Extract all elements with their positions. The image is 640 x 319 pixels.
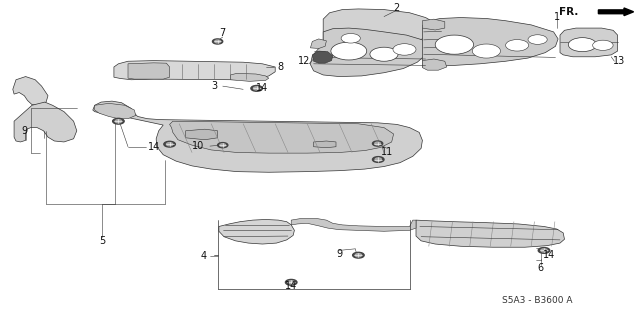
Text: FR.: FR.: [559, 7, 578, 17]
Circle shape: [212, 39, 223, 44]
Circle shape: [375, 142, 380, 145]
Circle shape: [568, 38, 596, 52]
Polygon shape: [219, 219, 294, 244]
Polygon shape: [114, 61, 275, 80]
Circle shape: [166, 143, 173, 146]
Circle shape: [353, 252, 364, 258]
Text: 9: 9: [336, 249, 342, 259]
Text: 9: 9: [21, 126, 28, 136]
Polygon shape: [14, 102, 77, 142]
Polygon shape: [323, 9, 435, 49]
Text: 13: 13: [613, 56, 626, 66]
Circle shape: [288, 281, 294, 284]
Circle shape: [355, 254, 362, 257]
Text: 5: 5: [99, 236, 106, 246]
Text: 10: 10: [192, 141, 205, 151]
Circle shape: [218, 143, 228, 148]
Polygon shape: [416, 220, 564, 247]
Circle shape: [370, 47, 398, 61]
Text: 14: 14: [543, 249, 556, 260]
Circle shape: [285, 279, 297, 285]
Polygon shape: [422, 59, 447, 70]
Polygon shape: [13, 77, 48, 105]
Polygon shape: [310, 28, 428, 77]
Circle shape: [538, 248, 550, 253]
Circle shape: [115, 120, 122, 123]
Circle shape: [528, 35, 547, 44]
Circle shape: [506, 40, 529, 51]
Text: 14: 14: [147, 142, 160, 152]
Polygon shape: [291, 219, 416, 231]
Circle shape: [393, 44, 416, 55]
Circle shape: [215, 40, 220, 43]
Polygon shape: [560, 28, 618, 57]
Polygon shape: [314, 141, 336, 148]
Polygon shape: [230, 73, 269, 81]
Circle shape: [220, 144, 225, 146]
Circle shape: [593, 40, 613, 50]
Text: 14: 14: [256, 83, 269, 93]
Circle shape: [541, 249, 547, 252]
Text: 3: 3: [211, 81, 218, 91]
Circle shape: [341, 33, 360, 43]
Polygon shape: [93, 101, 422, 172]
Text: S5A3 - B3600 A: S5A3 - B3600 A: [502, 296, 573, 305]
Text: 7: 7: [220, 28, 226, 39]
Text: 4: 4: [200, 251, 207, 261]
Circle shape: [372, 141, 383, 146]
Circle shape: [372, 157, 384, 162]
FancyArrow shape: [598, 8, 634, 16]
Polygon shape: [422, 19, 445, 30]
Text: 1: 1: [554, 11, 560, 22]
Text: 14: 14: [285, 281, 298, 292]
Text: 11: 11: [381, 147, 394, 158]
Polygon shape: [170, 121, 394, 153]
Polygon shape: [310, 39, 326, 48]
Text: 2: 2: [394, 3, 400, 13]
Text: 6: 6: [538, 263, 544, 273]
Polygon shape: [312, 51, 333, 63]
Circle shape: [113, 118, 124, 124]
Circle shape: [253, 87, 260, 90]
Circle shape: [331, 42, 367, 60]
Text: 8: 8: [277, 62, 284, 72]
Circle shape: [435, 35, 474, 54]
Circle shape: [472, 44, 500, 58]
Text: 12: 12: [298, 56, 311, 66]
Polygon shape: [95, 103, 136, 119]
Polygon shape: [422, 18, 558, 67]
Circle shape: [164, 141, 175, 147]
Circle shape: [251, 85, 262, 91]
Polygon shape: [186, 129, 218, 140]
Circle shape: [375, 158, 381, 161]
Polygon shape: [128, 63, 170, 79]
